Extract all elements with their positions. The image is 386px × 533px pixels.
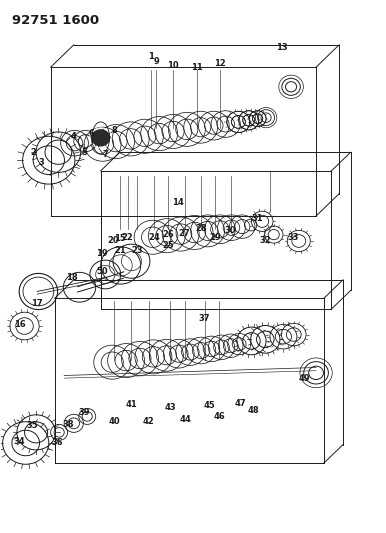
Text: 50: 50 bbox=[97, 268, 108, 276]
Text: 44: 44 bbox=[179, 415, 191, 424]
Text: 32: 32 bbox=[259, 237, 271, 246]
Text: 1: 1 bbox=[148, 52, 154, 61]
Text: 49: 49 bbox=[299, 374, 310, 383]
Text: 43: 43 bbox=[164, 403, 176, 412]
Text: 24: 24 bbox=[148, 233, 160, 242]
Text: 35: 35 bbox=[26, 422, 38, 431]
Text: 34: 34 bbox=[14, 438, 25, 447]
Text: 2: 2 bbox=[30, 148, 36, 157]
Text: 36: 36 bbox=[52, 439, 63, 448]
Text: 45: 45 bbox=[203, 401, 215, 410]
Text: 7: 7 bbox=[102, 150, 108, 159]
Text: 33: 33 bbox=[287, 233, 299, 242]
Text: 3: 3 bbox=[38, 158, 44, 167]
Text: 48: 48 bbox=[248, 406, 259, 415]
Text: 23: 23 bbox=[131, 246, 143, 255]
Text: 31: 31 bbox=[252, 214, 263, 223]
Text: 8: 8 bbox=[112, 126, 117, 135]
Text: 6: 6 bbox=[88, 129, 94, 138]
Text: 4: 4 bbox=[71, 132, 77, 141]
Text: 92751 1600: 92751 1600 bbox=[12, 14, 99, 27]
Text: 26: 26 bbox=[162, 230, 174, 239]
Text: 29: 29 bbox=[210, 233, 221, 242]
Text: 22: 22 bbox=[122, 233, 134, 242]
Text: 40: 40 bbox=[108, 417, 120, 426]
Text: 28: 28 bbox=[195, 224, 207, 233]
Text: 19: 19 bbox=[96, 249, 107, 258]
Text: 11: 11 bbox=[191, 63, 203, 71]
Text: 10: 10 bbox=[167, 61, 179, 70]
Text: 9: 9 bbox=[154, 58, 159, 66]
Text: 38: 38 bbox=[63, 421, 74, 430]
Text: 18: 18 bbox=[66, 273, 78, 281]
Text: 13: 13 bbox=[276, 43, 287, 52]
Ellipse shape bbox=[92, 130, 110, 146]
Text: 39: 39 bbox=[79, 408, 90, 417]
Text: 30: 30 bbox=[225, 226, 237, 235]
Text: 20: 20 bbox=[107, 237, 119, 246]
Text: 27: 27 bbox=[179, 229, 190, 238]
Text: 25: 25 bbox=[162, 241, 174, 250]
Text: 14: 14 bbox=[172, 198, 183, 207]
Text: 37: 37 bbox=[199, 314, 210, 323]
Text: 15: 15 bbox=[114, 235, 126, 244]
Text: 5: 5 bbox=[81, 148, 88, 157]
Text: 46: 46 bbox=[213, 412, 225, 421]
Text: 21: 21 bbox=[114, 246, 126, 255]
Text: 42: 42 bbox=[143, 417, 155, 426]
Text: 12: 12 bbox=[214, 59, 226, 68]
Text: 47: 47 bbox=[234, 399, 246, 408]
Text: 16: 16 bbox=[14, 320, 26, 329]
Text: 17: 17 bbox=[31, 299, 43, 308]
Text: 41: 41 bbox=[125, 400, 137, 409]
